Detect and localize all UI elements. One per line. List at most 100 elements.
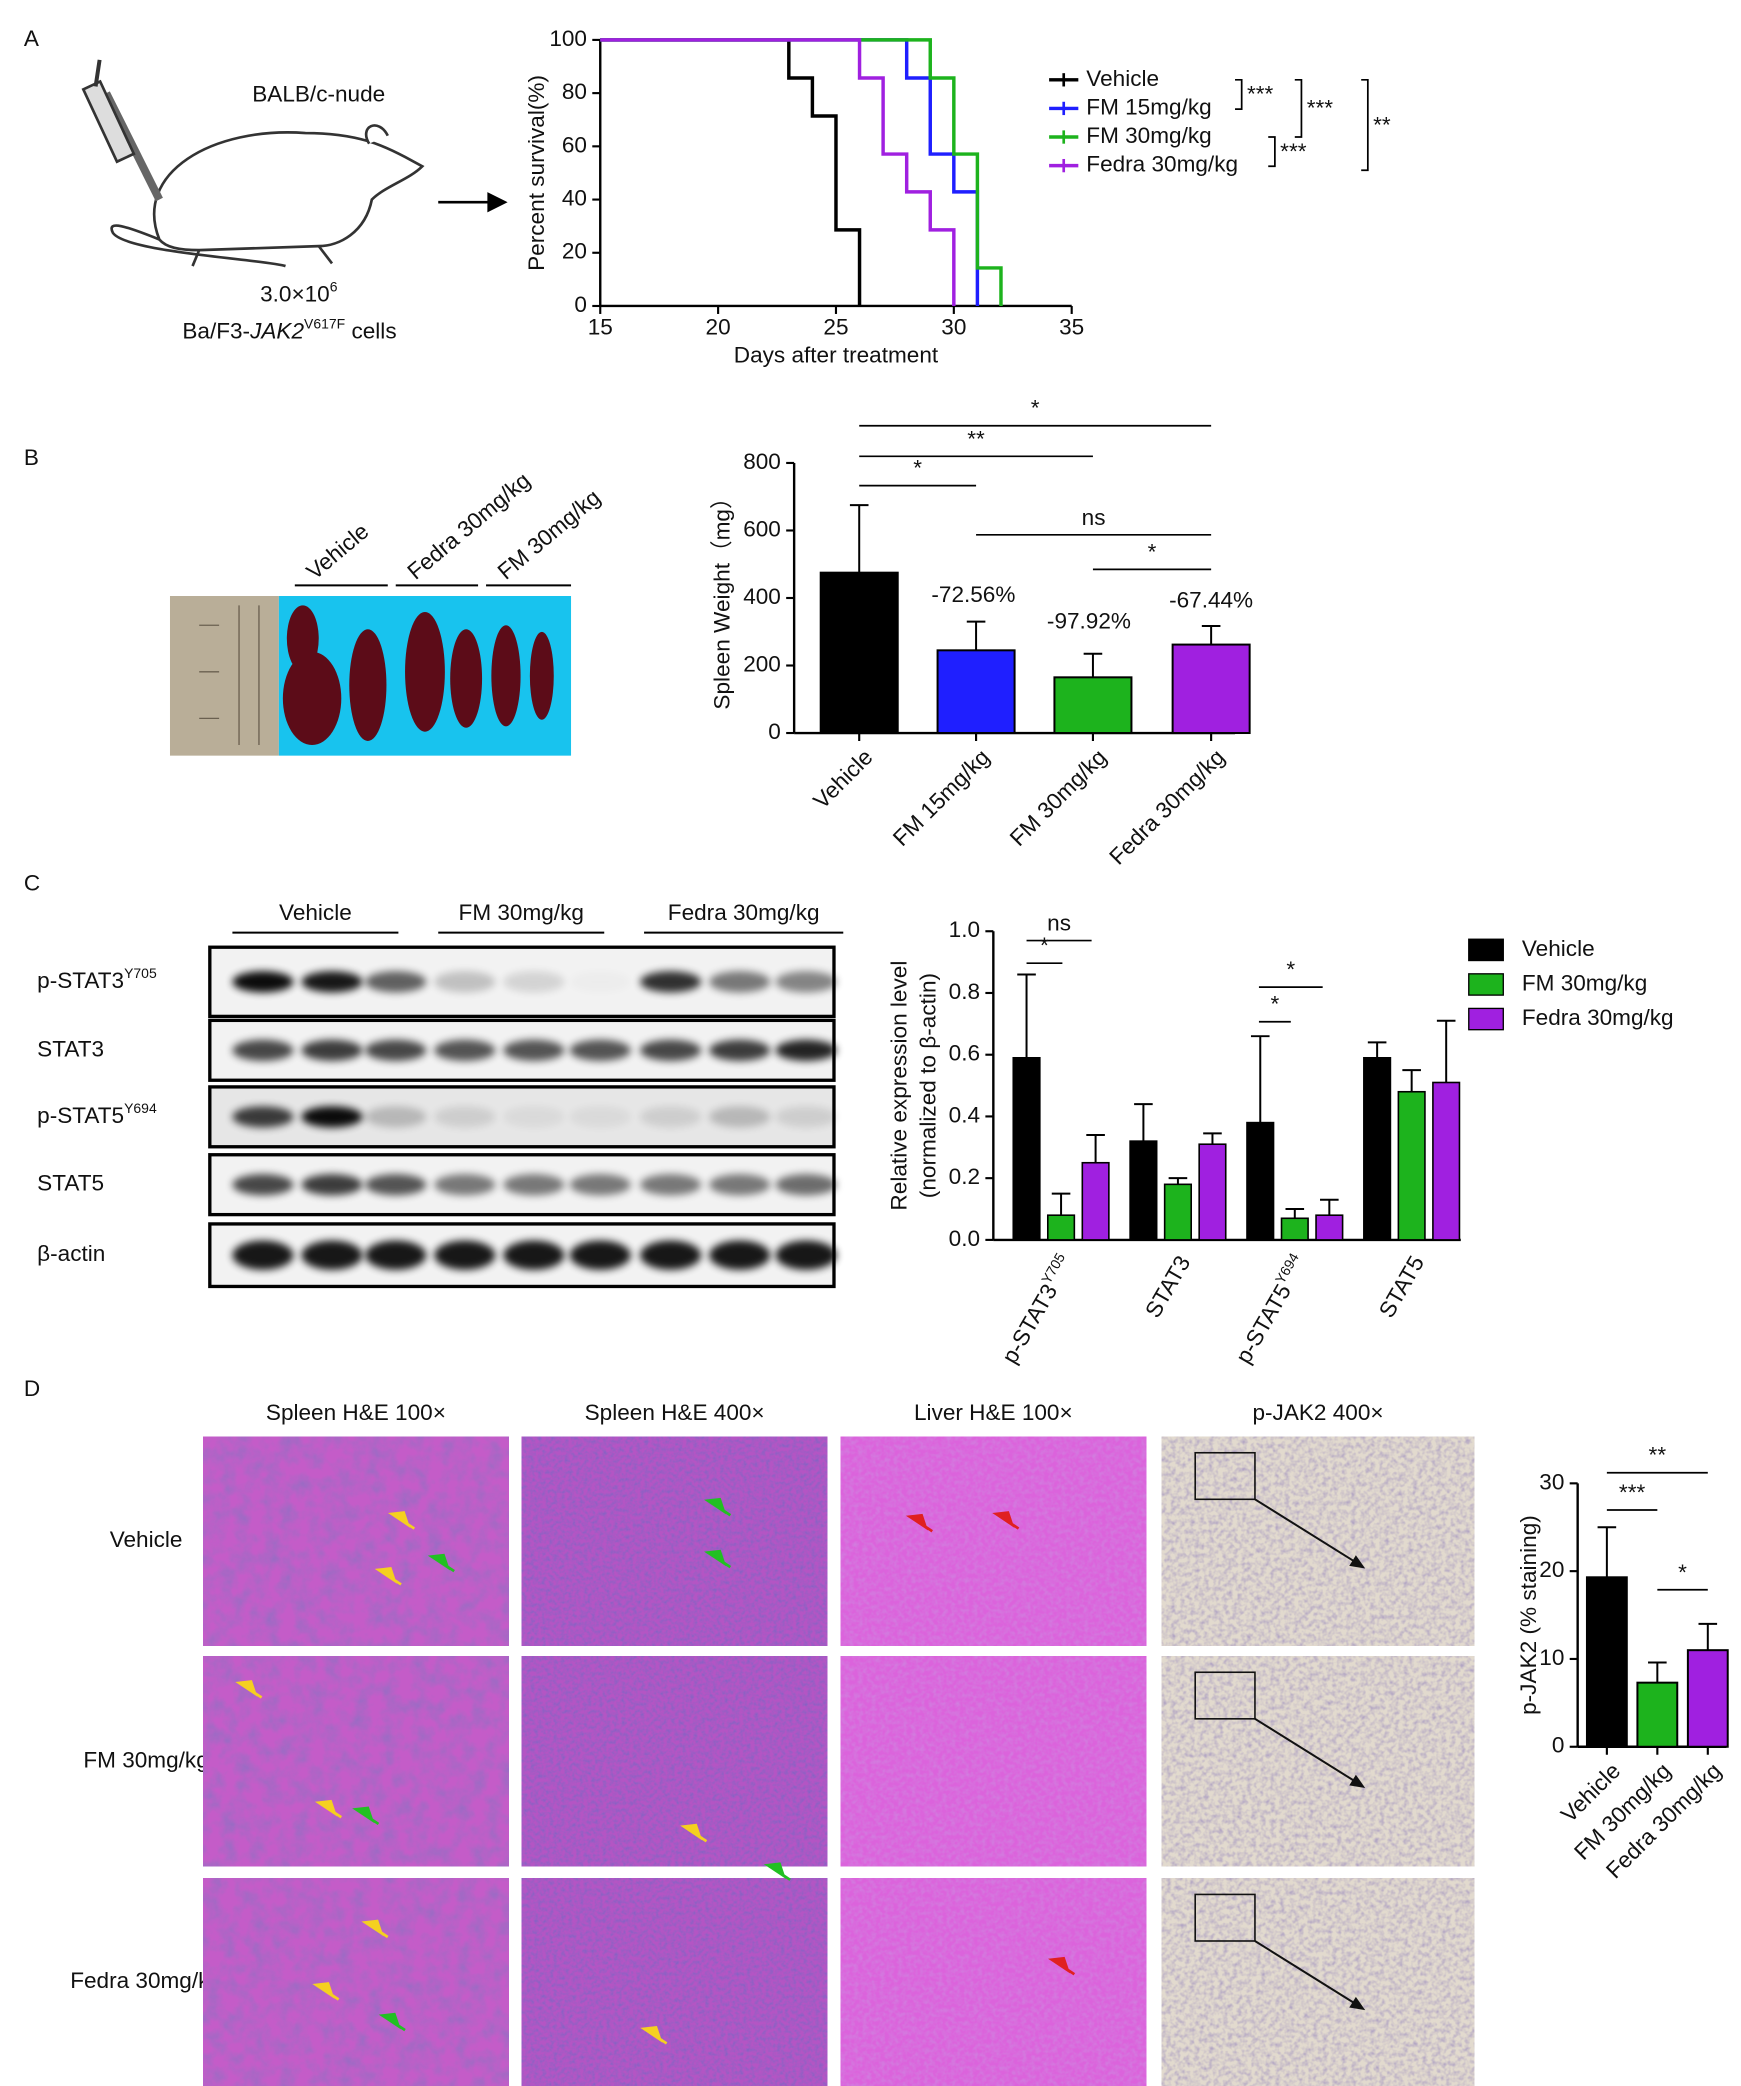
histology-arrow [680, 1823, 708, 1843]
x-axis-label: Days after treatment [734, 342, 939, 367]
x-tick-label: FM 30mg/kg [1005, 744, 1111, 851]
histology-image [521, 1878, 828, 2086]
significance-label: * [913, 456, 922, 481]
column-header: p-JAK2 400× [1253, 1400, 1384, 1425]
percent-annotation: -97.92% [1047, 609, 1131, 634]
superscript: Y694 [124, 1100, 157, 1116]
histology-arrow [314, 1799, 343, 1819]
text-part: p-STAT3 [37, 968, 124, 993]
y-tick-label: 100 [549, 26, 587, 51]
arrow [438, 192, 508, 213]
blot-band [503, 1240, 565, 1270]
bar [1397, 1090, 1426, 1241]
blot-band [569, 1174, 631, 1196]
blot-band [301, 971, 363, 993]
legend-swatch [1468, 938, 1504, 962]
y-axis-label: Spleen Weight（mg） [710, 486, 735, 709]
survival-line [600, 38, 980, 306]
histology-arrow [640, 2026, 668, 2045]
superscript: V617F [304, 315, 345, 331]
row-label: Fedra 30mg/kg [70, 1968, 222, 1993]
blot-band [640, 1039, 702, 1061]
bar [1315, 1214, 1344, 1241]
y-tick-label: 1.0 [949, 917, 980, 942]
histology-arrow [361, 1919, 389, 1939]
inset-image [1366, 1535, 1473, 1645]
significance-bracket [1294, 78, 1303, 138]
blot-band [775, 971, 837, 993]
legend-label: Vehicle [1086, 66, 1159, 91]
y-tick-label: 600 [743, 516, 781, 541]
blot-band [569, 1039, 631, 1061]
blot-band [640, 1240, 702, 1270]
legend-swatch [1468, 1007, 1504, 1031]
mouse-illustration [81, 59, 425, 268]
blot-band [301, 1106, 363, 1128]
blot-row-label: STAT3 [37, 1036, 104, 1061]
significance-label: * [1678, 1560, 1687, 1585]
blot-band [640, 971, 702, 993]
histology-arrow [374, 1567, 402, 1586]
histology-arrow [235, 1680, 263, 1699]
legend-label: Fedra 30mg/kg [1522, 1005, 1674, 1030]
arrowhead [1349, 1774, 1366, 1788]
blot-group-label: FM 30mg/kg [459, 900, 584, 925]
y-tick-label: 10 [1539, 1645, 1564, 1670]
bar [936, 649, 1016, 735]
x-tick-label: 15 [588, 315, 613, 340]
legend-label: FM 30mg/kg [1522, 970, 1647, 995]
significance-label: * [1286, 957, 1295, 982]
bar [1198, 1143, 1227, 1241]
row-label: Vehicle [110, 1527, 183, 1552]
x-tick-label: STAT5 [1374, 1251, 1429, 1322]
survival-line [600, 38, 956, 306]
blot-band [232, 1106, 294, 1128]
significance-label: ** [1649, 1443, 1667, 1468]
significance-label: *** [1280, 139, 1307, 164]
blot-group-label: Fedra 30mg/kg [668, 900, 820, 925]
histology-arrow [704, 1497, 732, 1517]
blot-band [301, 1240, 363, 1270]
blot-row-label: STAT5 [37, 1171, 104, 1196]
histology-image [840, 1878, 1147, 2086]
y-tick-label: 30 [1539, 1469, 1564, 1494]
histology-arrow [704, 1549, 732, 1569]
blot-band [503, 1106, 565, 1128]
histology-arrow [905, 1513, 933, 1533]
percent-annotation: -72.56% [931, 582, 1015, 607]
y-tick-label: 0.6 [949, 1041, 980, 1066]
histology-image [521, 1656, 828, 1867]
blot-band [365, 971, 427, 993]
bar [1163, 1183, 1193, 1241]
blot-band [775, 1174, 837, 1196]
histology-arrow [427, 1553, 455, 1573]
text-part: p-STAT5 [1231, 1280, 1296, 1368]
panel-label: B [24, 445, 39, 470]
histology-image [521, 1436, 828, 1646]
spleen-photo [169, 596, 572, 756]
inset-source-box [1194, 1451, 1256, 1501]
blot-band [434, 1174, 496, 1196]
blot-band [503, 1174, 565, 1196]
text-part: p-STAT5 [37, 1103, 124, 1128]
blot-band [434, 1106, 496, 1128]
survival-line [600, 38, 862, 306]
bar [1363, 1056, 1392, 1241]
blot-band [775, 1039, 837, 1061]
blot-band [570, 971, 631, 992]
bar [1171, 643, 1251, 735]
histology-arrow [1048, 1956, 1076, 1976]
text-part: STAT3 [37, 1036, 104, 1061]
blot-band [569, 1240, 631, 1270]
blot-band [365, 1106, 427, 1128]
legend-swatch [1468, 973, 1504, 996]
panel-label: A [24, 26, 40, 51]
blot-band [709, 1240, 771, 1270]
x-tick-label: 20 [706, 315, 731, 340]
legend-label: Fedra 30mg/kg [1086, 152, 1238, 177]
blot-row-label: β-actin [37, 1241, 105, 1266]
panel-label: C [24, 871, 40, 896]
significance-label: * [1148, 539, 1157, 564]
blot-row-label: p-STAT5Y694 [37, 1100, 157, 1128]
